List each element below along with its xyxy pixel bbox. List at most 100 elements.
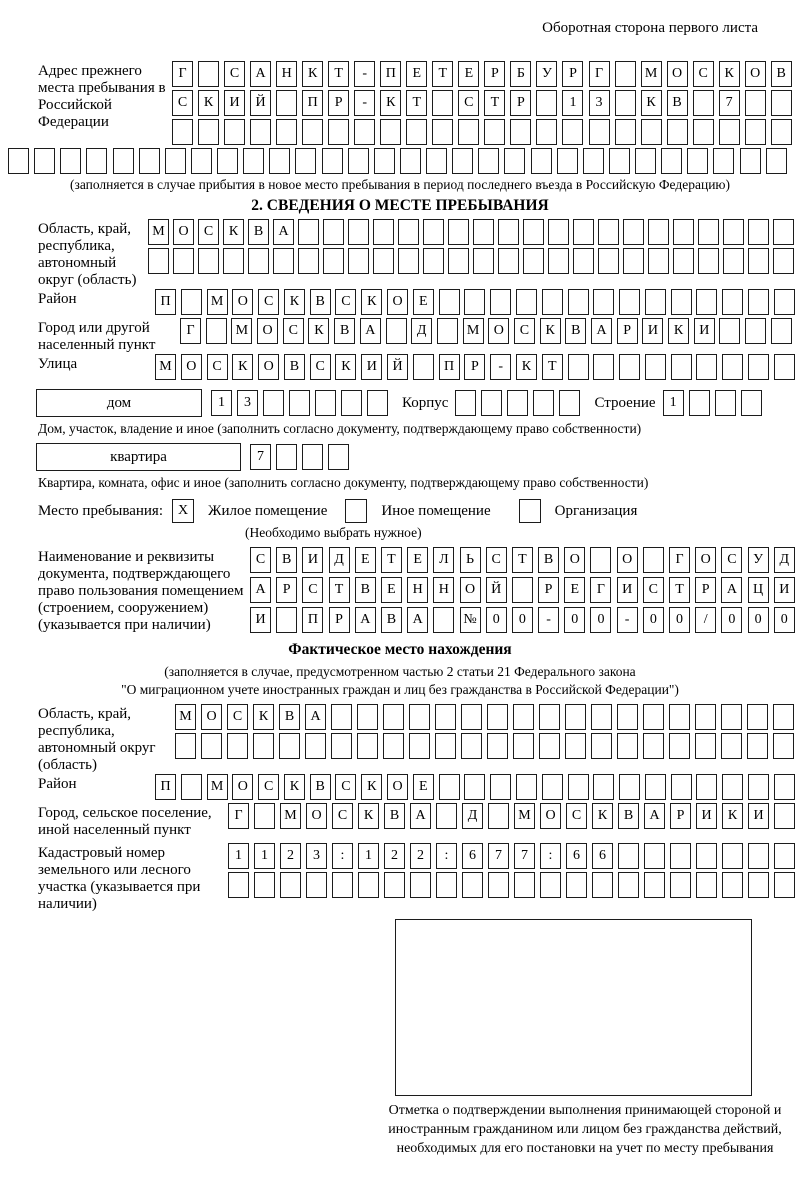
- char-box: [328, 444, 349, 470]
- char-box: [565, 704, 586, 730]
- char-box: [539, 733, 560, 759]
- char-box: [461, 704, 482, 730]
- char-box: [279, 733, 300, 759]
- char-box: [566, 872, 587, 898]
- checkbox-zhiloe: X: [172, 499, 194, 523]
- char-box: И: [773, 577, 795, 603]
- char-box: М: [206, 774, 228, 800]
- char-box: /: [695, 607, 717, 633]
- char-box: [644, 289, 666, 315]
- char-box: [306, 872, 327, 898]
- char-box: А: [250, 577, 271, 603]
- char-box: [567, 774, 589, 800]
- char-box: Т: [511, 547, 533, 573]
- char-box: [380, 119, 402, 145]
- char-box: [410, 872, 431, 898]
- char-box: [276, 119, 298, 145]
- prev-address-note: (заполняется в случае прибытия в новое м…: [69, 177, 731, 192]
- char-box: 7: [488, 843, 509, 869]
- char-box: [254, 803, 275, 829]
- stamp-area: [395, 919, 752, 1096]
- char-box: Р: [464, 354, 486, 380]
- char-box: [34, 148, 56, 174]
- char-box: 1: [562, 90, 584, 116]
- char-box: Н: [276, 61, 298, 87]
- char-box: [455, 390, 477, 416]
- char-box: [618, 843, 639, 869]
- char-box: [670, 774, 692, 800]
- char-box: Г: [588, 61, 610, 87]
- char-box: [669, 733, 690, 759]
- char-box: А: [410, 803, 431, 829]
- char-box: [223, 248, 244, 274]
- char-box: [423, 219, 444, 245]
- char-box: [487, 733, 508, 759]
- char-box: У: [747, 547, 769, 573]
- char-box: Е: [458, 61, 480, 87]
- char-box: [548, 219, 569, 245]
- kvartira-cells: 7: [250, 444, 354, 470]
- char-box: [280, 872, 301, 898]
- char-box: 1: [254, 843, 275, 869]
- char-box: [745, 318, 767, 344]
- char-box: Д: [328, 547, 350, 573]
- char-box: С: [642, 577, 664, 603]
- char-box: Г: [180, 318, 201, 344]
- char-box: [295, 148, 317, 174]
- char-box: Т: [406, 90, 428, 116]
- checkbox-organizatsiya: [518, 499, 541, 523]
- char-box: [409, 704, 430, 730]
- char-box: [623, 219, 644, 245]
- char-box: [331, 733, 352, 759]
- char-box: [498, 219, 519, 245]
- char-box: К: [380, 90, 402, 116]
- char-box: [774, 872, 795, 898]
- char-box: [383, 733, 404, 759]
- char-box: [748, 219, 769, 245]
- char-box: [138, 148, 160, 174]
- char-box: [180, 289, 202, 315]
- char-box: В: [380, 607, 402, 633]
- char-box: [721, 733, 742, 759]
- char-box: [198, 248, 219, 274]
- char-box: [358, 872, 379, 898]
- char-box: 1: [662, 390, 684, 416]
- char-box: [515, 289, 537, 315]
- char-box: Н: [433, 577, 455, 603]
- char-box: [507, 390, 529, 416]
- char-box: В: [770, 61, 792, 87]
- char-box: В: [276, 547, 298, 573]
- char-box: [514, 872, 535, 898]
- char-box: [254, 872, 275, 898]
- char-row: [148, 248, 794, 274]
- document-label: Наименование и реквизиты документа, подт…: [38, 549, 244, 633]
- char-box: [773, 704, 794, 730]
- char-box: [302, 444, 323, 470]
- char-box: [698, 219, 719, 245]
- char-box: А: [591, 318, 612, 344]
- char-box: [713, 148, 735, 174]
- char-box: Г: [228, 803, 249, 829]
- char-box: [692, 90, 714, 116]
- char-box: 0: [747, 607, 769, 633]
- char-box: [773, 774, 795, 800]
- char-box: С: [172, 90, 193, 116]
- char-box: С: [282, 318, 304, 344]
- char-box: Е: [406, 61, 428, 87]
- char-box: Е: [407, 547, 429, 573]
- char-box: [623, 248, 644, 274]
- char-box: [373, 148, 395, 174]
- char-box: [559, 390, 581, 416]
- char-box: О: [459, 577, 481, 603]
- char-box: К: [361, 774, 383, 800]
- char-box: В: [565, 318, 587, 344]
- char-box: И: [642, 318, 664, 344]
- char-box: [670, 354, 692, 380]
- char-box: [217, 148, 238, 174]
- char-box: Д: [773, 547, 795, 573]
- char-box: Р: [562, 61, 584, 87]
- char-box: [591, 704, 612, 730]
- char-box: [488, 803, 509, 829]
